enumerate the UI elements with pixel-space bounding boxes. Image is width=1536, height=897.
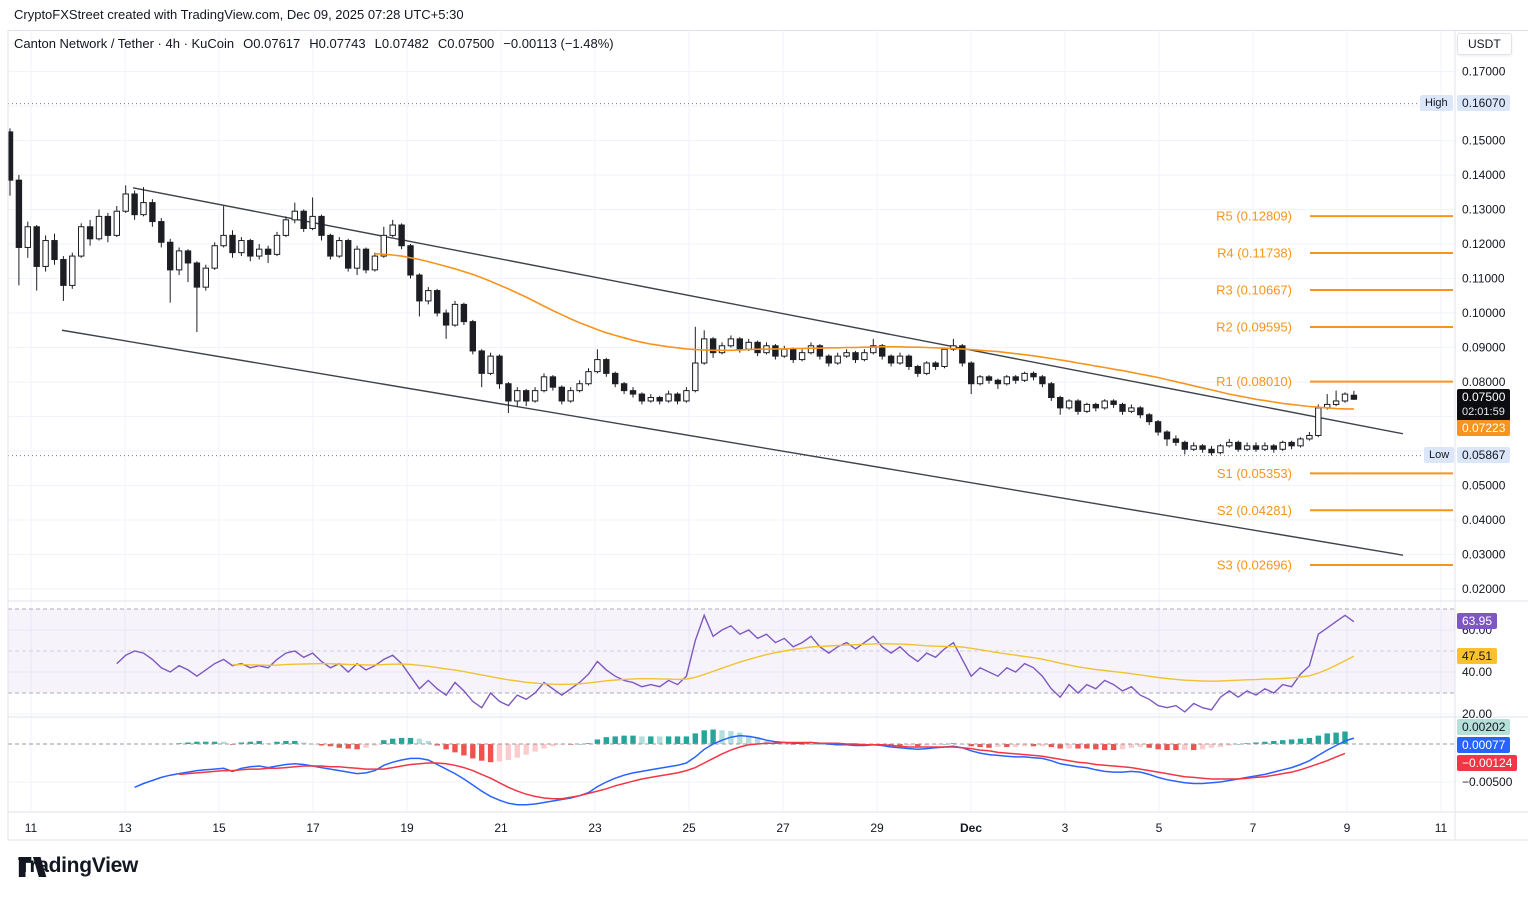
candlestick-series[interactable] <box>7 128 1358 456</box>
time-axis-label: 9 <box>1344 821 1351 835</box>
low-tag: Low <box>1424 447 1455 463</box>
ma-line[interactable] <box>374 252 1354 410</box>
price-axis-tick: 0.17000 <box>1462 65 1506 79</box>
price-axis[interactable]: 0.17000 0.15000 0.14000 0.13000 0.12000 0.110… <box>1462 65 1513 790</box>
time-axis-label: 13 <box>118 821 132 835</box>
price-axis-tick: 0.11000 <box>1462 272 1505 286</box>
level-label: R1 (0.08010) <box>1216 374 1292 389</box>
tradingview-logo[interactable]: TradingView <box>18 854 138 878</box>
support-resistance-levels: R5 (0.12809) R4 (0.11738) R3 (0.10667) R2 (… <box>1216 209 1453 572</box>
legend-value: O0.07617 <box>243 36 301 51</box>
price-axis-tick: 0.10000 <box>1462 306 1506 320</box>
last-price-label: 0.07500 02:01:59 <box>1457 389 1511 421</box>
price-axis-tick: 0.05000 <box>1462 479 1506 493</box>
level-label: S2 (0.04281) <box>1217 503 1292 518</box>
last-price-value: 0.07500 <box>1462 390 1506 404</box>
price-axis-tick: 0.13000 <box>1462 203 1506 217</box>
symbol-legend[interactable]: Canton Network / Tether · 4h · KuCoin O0.… <box>14 36 614 51</box>
rsi-value-label: 63.95 <box>1457 613 1498 629</box>
price-axis-tick: 0.03000 <box>1462 548 1506 562</box>
level-label: S3 (0.02696) <box>1217 557 1292 572</box>
legend-value: H0.07743 <box>309 36 366 51</box>
time-axis[interactable]: 11 13 15 17 19 21 23 25 27 29 Dec 3 5 7 9 11 <box>25 821 1448 835</box>
price-axis-tick: 0.12000 <box>1462 237 1506 251</box>
ma-price-label: 0.07223 <box>1457 420 1511 436</box>
rsi-axis-tick: 20.00 <box>1462 707 1492 721</box>
level-label: R4 (0.11738) <box>1217 246 1292 261</box>
macd-histogram-label: 0.00202 <box>1457 719 1511 735</box>
price-axis-tick: 0.14000 <box>1462 168 1506 182</box>
time-axis-label: 23 <box>588 821 602 835</box>
price-axis-tick: 0.09000 <box>1462 341 1506 355</box>
time-axis-label: 25 <box>682 821 696 835</box>
level-label: R2 (0.09595) <box>1216 319 1292 334</box>
bar-countdown: 02:01:59 <box>1462 406 1505 418</box>
macd-signal-label: −0.00124 <box>1457 755 1518 771</box>
time-axis-label: 15 <box>212 821 226 835</box>
time-axis-label: 11 <box>25 821 38 835</box>
time-axis-label: 19 <box>400 821 414 835</box>
grid-lines <box>8 31 1455 811</box>
time-axis-label: 21 <box>494 821 508 835</box>
ohlc-values: O0.07617 H0.07743 L0.07482 C0.07500 −0.00113… <box>234 36 613 51</box>
legend-value: −0.00113 (−1.48%) <box>503 36 614 51</box>
symbol-title: Canton Network / Tether · 4h · KuCoin <box>14 36 235 51</box>
low-price-label: 0.05867 <box>1457 447 1511 463</box>
price-axis-tick: 0.15000 <box>1462 134 1506 148</box>
rsi-line[interactable] <box>116 613 1355 713</box>
time-axis-label: Dec <box>960 821 982 835</box>
rsi-axis-tick: 40.00 <box>1462 665 1492 679</box>
macd-line[interactable] <box>134 734 1355 806</box>
macd-signal-line[interactable] <box>179 741 1346 800</box>
price-axis-tick: 0.04000 <box>1462 513 1506 527</box>
level-label: S1 (0.05353) <box>1217 466 1292 481</box>
price-axis-tick: 0.02000 <box>1462 582 1506 596</box>
panel-separators <box>7 30 1528 841</box>
rsi-ma-value-label: 47.51 <box>1457 648 1498 664</box>
rsi-band <box>8 608 1455 694</box>
high-price-label: 0.16070 <box>1457 95 1511 111</box>
price-axis-tick: 0.08000 <box>1462 375 1506 389</box>
lower-trendline[interactable] <box>61 329 1404 556</box>
level-label: R5 (0.12809) <box>1216 209 1292 224</box>
time-axis-label: 7 <box>1250 821 1257 835</box>
time-axis-label: 29 <box>870 821 884 835</box>
currency-toggle-button[interactable]: USDT <box>1457 33 1512 55</box>
legend-value: C0.07500 <box>437 36 495 51</box>
level-label: R3 (0.10667) <box>1216 282 1292 297</box>
time-axis-label: 11 <box>1435 821 1448 835</box>
time-axis-label: 5 <box>1156 821 1163 835</box>
rsi-ma-line[interactable] <box>232 642 1355 686</box>
time-axis-label: 3 <box>1062 821 1069 835</box>
time-axis-label: 27 <box>776 821 790 835</box>
legend-value: L0.07482 <box>374 36 429 51</box>
upper-trendline[interactable] <box>132 187 1404 435</box>
credit-line: CryptoFXStreet created with TradingView.… <box>14 7 464 22</box>
macd-axis-tick: −0.00500 <box>1462 775 1513 789</box>
high-tag: High <box>1420 95 1453 111</box>
time-axis-label: 17 <box>306 821 320 835</box>
macd-histogram <box>176 729 1348 763</box>
tradingview-logo-icon <box>18 857 47 877</box>
tradingview-wordmark: TradingView <box>18 854 139 877</box>
macd-line-label: 0.00077 <box>1457 737 1511 753</box>
